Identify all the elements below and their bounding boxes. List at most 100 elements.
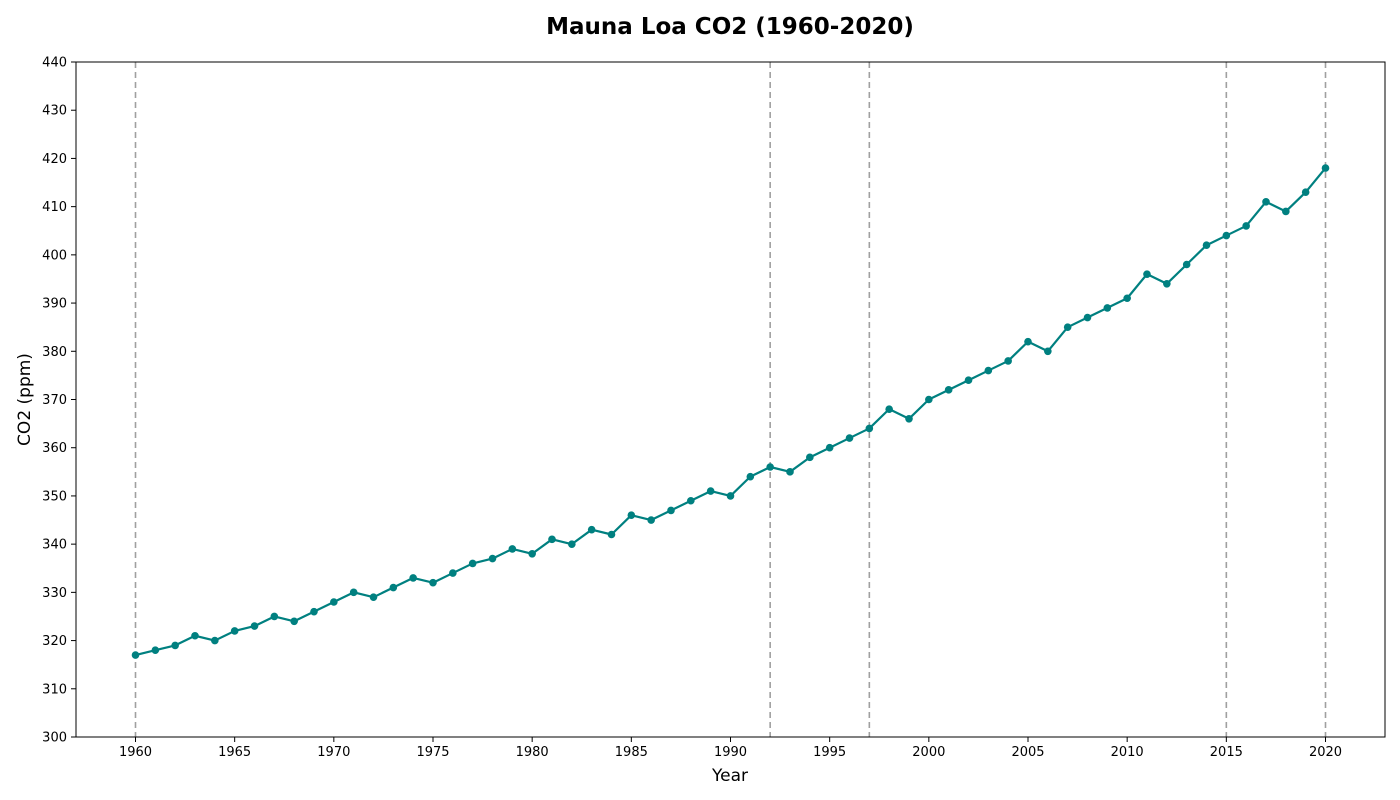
data-point-2016 [1242, 222, 1250, 230]
y-tick-label-380: 380 [42, 345, 67, 360]
y-tick-label-440: 440 [42, 56, 67, 71]
data-point-1992 [766, 463, 774, 471]
x-tick-label-1980: 1980 [516, 745, 549, 760]
data-point-1977 [468, 559, 477, 568]
data-point-1969 [310, 607, 318, 616]
x-tick-label-1970: 1970 [317, 745, 350, 760]
data-point-1960 [131, 651, 140, 659]
data-point-1996 [845, 434, 854, 442]
vertical-markers [134, 62, 1327, 737]
x-tick-label-1990: 1990 [714, 745, 747, 760]
y-tick-label-350: 350 [42, 489, 67, 504]
data-point-2012 [1163, 279, 1171, 288]
y-tick-label-430: 430 [42, 104, 67, 119]
y-tick-label-370: 370 [42, 393, 67, 408]
data-point-1981 [548, 535, 556, 544]
x-tick-label-2020: 2020 [1309, 745, 1342, 760]
x-tick-label-1975: 1975 [416, 745, 449, 760]
data-point-1968 [290, 617, 298, 626]
data-point-1975 [429, 578, 437, 587]
data-point-1988 [687, 496, 695, 505]
y-tick-label-400: 400 [42, 248, 67, 263]
data-point-1962 [171, 641, 179, 650]
data-point-1961 [151, 646, 160, 655]
data-point-1998 [885, 405, 893, 413]
x-tick-label-2000: 2000 [912, 745, 945, 760]
data-point-2015 [1222, 231, 1231, 240]
data-point-2017 [1262, 198, 1270, 206]
y-tick-label-420: 420 [42, 152, 67, 167]
data-point-1994 [806, 453, 814, 462]
data-point-1970 [330, 598, 338, 606]
y-tick-label-300: 300 [42, 731, 67, 746]
x-tick-label-2005: 2005 [1011, 745, 1044, 760]
data-point-1966 [250, 622, 259, 630]
data-point-2010 [1123, 294, 1131, 303]
y-tick-label-390: 390 [42, 297, 67, 312]
data-point-2004 [1004, 357, 1012, 365]
data-point-1979 [508, 545, 517, 553]
data-point-2000 [925, 395, 933, 404]
y-axis-label: CO2 (ppm) [15, 353, 35, 446]
data-point-1972 [369, 593, 378, 601]
data-point-1971 [349, 588, 358, 597]
data-point-1967 [270, 612, 279, 621]
series-line [135, 167, 1327, 657]
data-point-1987 [667, 506, 675, 515]
y-tick-label-410: 410 [42, 200, 67, 215]
data-point-2007 [1063, 323, 1072, 331]
y-tick-label-340: 340 [42, 538, 67, 553]
data-point-1963 [191, 631, 199, 640]
data-point-2018 [1282, 207, 1290, 216]
series-layer [131, 164, 1330, 659]
data-point-2019 [1301, 188, 1310, 196]
data-point-1980 [528, 549, 536, 558]
data-point-1990 [726, 492, 735, 500]
data-point-1974 [409, 574, 417, 582]
data-point-2008 [1083, 313, 1092, 322]
data-point-1973 [389, 583, 398, 592]
x-tick-label-2015: 2015 [1210, 745, 1243, 760]
data-point-1964 [211, 636, 219, 645]
y-tick-label-360: 360 [42, 441, 67, 456]
data-point-1999 [905, 414, 913, 423]
data-point-2001 [944, 386, 953, 394]
x-tick-label-1965: 1965 [218, 745, 251, 760]
data-point-1989 [706, 487, 715, 495]
data-point-1993 [786, 468, 794, 476]
data-point-1997 [865, 424, 874, 433]
x-axis-ticks: 1960 1965 1970 1975 1980 1985 1990 1995 2000 2005… [119, 737, 1342, 760]
data-point-2003 [984, 366, 993, 375]
y-tick-label-330: 330 [42, 586, 67, 601]
x-tick-label-1995: 1995 [813, 745, 846, 760]
chart-title: Mauna Loa CO2 (1960-2020) [546, 14, 914, 40]
data-point-2011 [1143, 270, 1151, 278]
x-tick-label-1985: 1985 [615, 745, 648, 760]
y-tick-label-310: 310 [42, 682, 67, 697]
y-axis-ticks: 300 310 320 330 340 350 360 370 380 390 400 410 420 4… [42, 56, 76, 746]
data-point-1991 [746, 472, 755, 481]
data-point-1983 [587, 525, 596, 534]
data-point-1995 [825, 443, 834, 452]
data-point-2002 [964, 376, 973, 385]
data-point-2020 [1321, 164, 1330, 172]
data-point-1985 [627, 511, 636, 520]
data-point-1976 [449, 569, 457, 577]
x-tick-label-1960: 1960 [119, 745, 152, 760]
data-point-2005 [1024, 337, 1032, 346]
data-point-2009 [1103, 304, 1112, 312]
data-point-1982 [568, 540, 576, 548]
plot-frame [75, 61, 1386, 738]
data-point-2013 [1182, 260, 1191, 269]
data-point-2006 [1044, 347, 1052, 356]
x-tick-label-2010: 2010 [1111, 745, 1144, 760]
data-point-1978 [488, 554, 497, 563]
data-point-1984 [607, 530, 616, 539]
y-tick-label-320: 320 [42, 634, 67, 649]
data-point-1965 [230, 627, 239, 635]
data-point-1986 [647, 516, 655, 524]
x-axis-label: Year [711, 766, 748, 786]
data-point-2014 [1202, 241, 1211, 250]
